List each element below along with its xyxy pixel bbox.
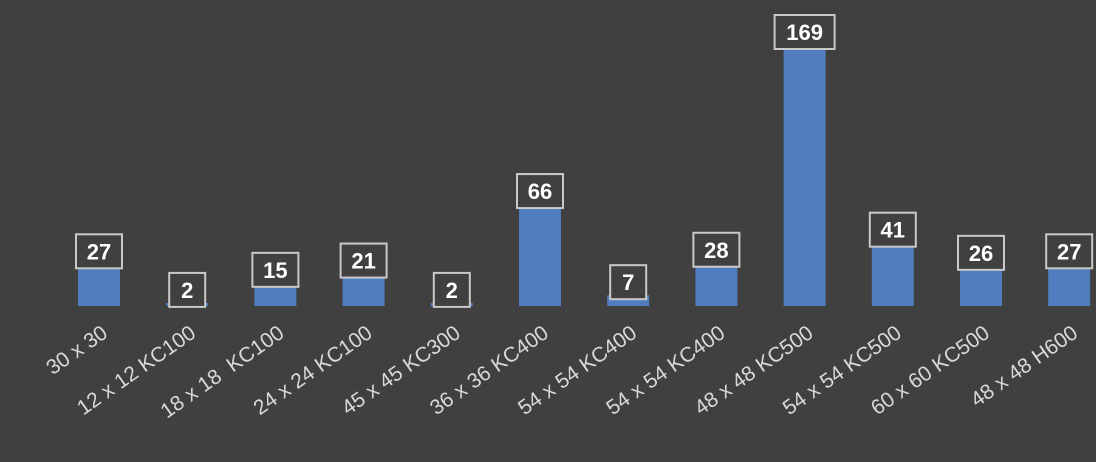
bar-5 xyxy=(519,204,561,306)
data-label-box-10 xyxy=(957,234,1005,271)
data-label-box-5 xyxy=(516,173,564,210)
data-label-box-6 xyxy=(609,264,648,301)
data-label-box-11 xyxy=(1045,233,1094,270)
data-label-11: 27 xyxy=(1057,239,1081,264)
bar-11 xyxy=(1048,264,1091,306)
data-label-2: 15 xyxy=(263,258,287,283)
bars-layer xyxy=(78,45,1091,306)
data-label-box-3 xyxy=(339,242,388,279)
data-labels-layer: 27 2 15 21 2 66 7 28 169 41 26 27 xyxy=(75,14,1094,308)
bar-8 xyxy=(783,45,826,306)
data-label-7: 28 xyxy=(704,238,728,263)
bar-0 xyxy=(78,264,120,306)
bar-7 xyxy=(695,262,738,306)
data-label-box-1 xyxy=(168,271,207,308)
data-label-10: 26 xyxy=(969,241,993,266)
data-label-4: 2 xyxy=(446,278,458,303)
x-tick-label-0: 30 x 30 xyxy=(42,321,112,379)
data-label-3: 21 xyxy=(351,249,375,274)
bar-10 xyxy=(960,265,1002,306)
data-label-0: 27 xyxy=(87,239,111,264)
bar-6 xyxy=(607,295,650,306)
data-label-box-2 xyxy=(251,251,300,288)
bar-3 xyxy=(342,273,385,306)
data-label-5: 66 xyxy=(528,179,552,204)
bar-9 xyxy=(871,242,914,306)
data-label-8: 169 xyxy=(786,20,823,45)
data-label-1: 2 xyxy=(181,278,193,303)
data-label-box-0 xyxy=(75,233,123,270)
bar-2 xyxy=(254,282,297,306)
data-label-6: 7 xyxy=(622,270,634,295)
data-label-box-7 xyxy=(692,231,741,268)
data-label-9: 41 xyxy=(881,218,905,243)
data-label-box-4 xyxy=(432,271,471,308)
data-label-box-8 xyxy=(773,14,836,50)
data-label-box-9 xyxy=(868,211,917,248)
